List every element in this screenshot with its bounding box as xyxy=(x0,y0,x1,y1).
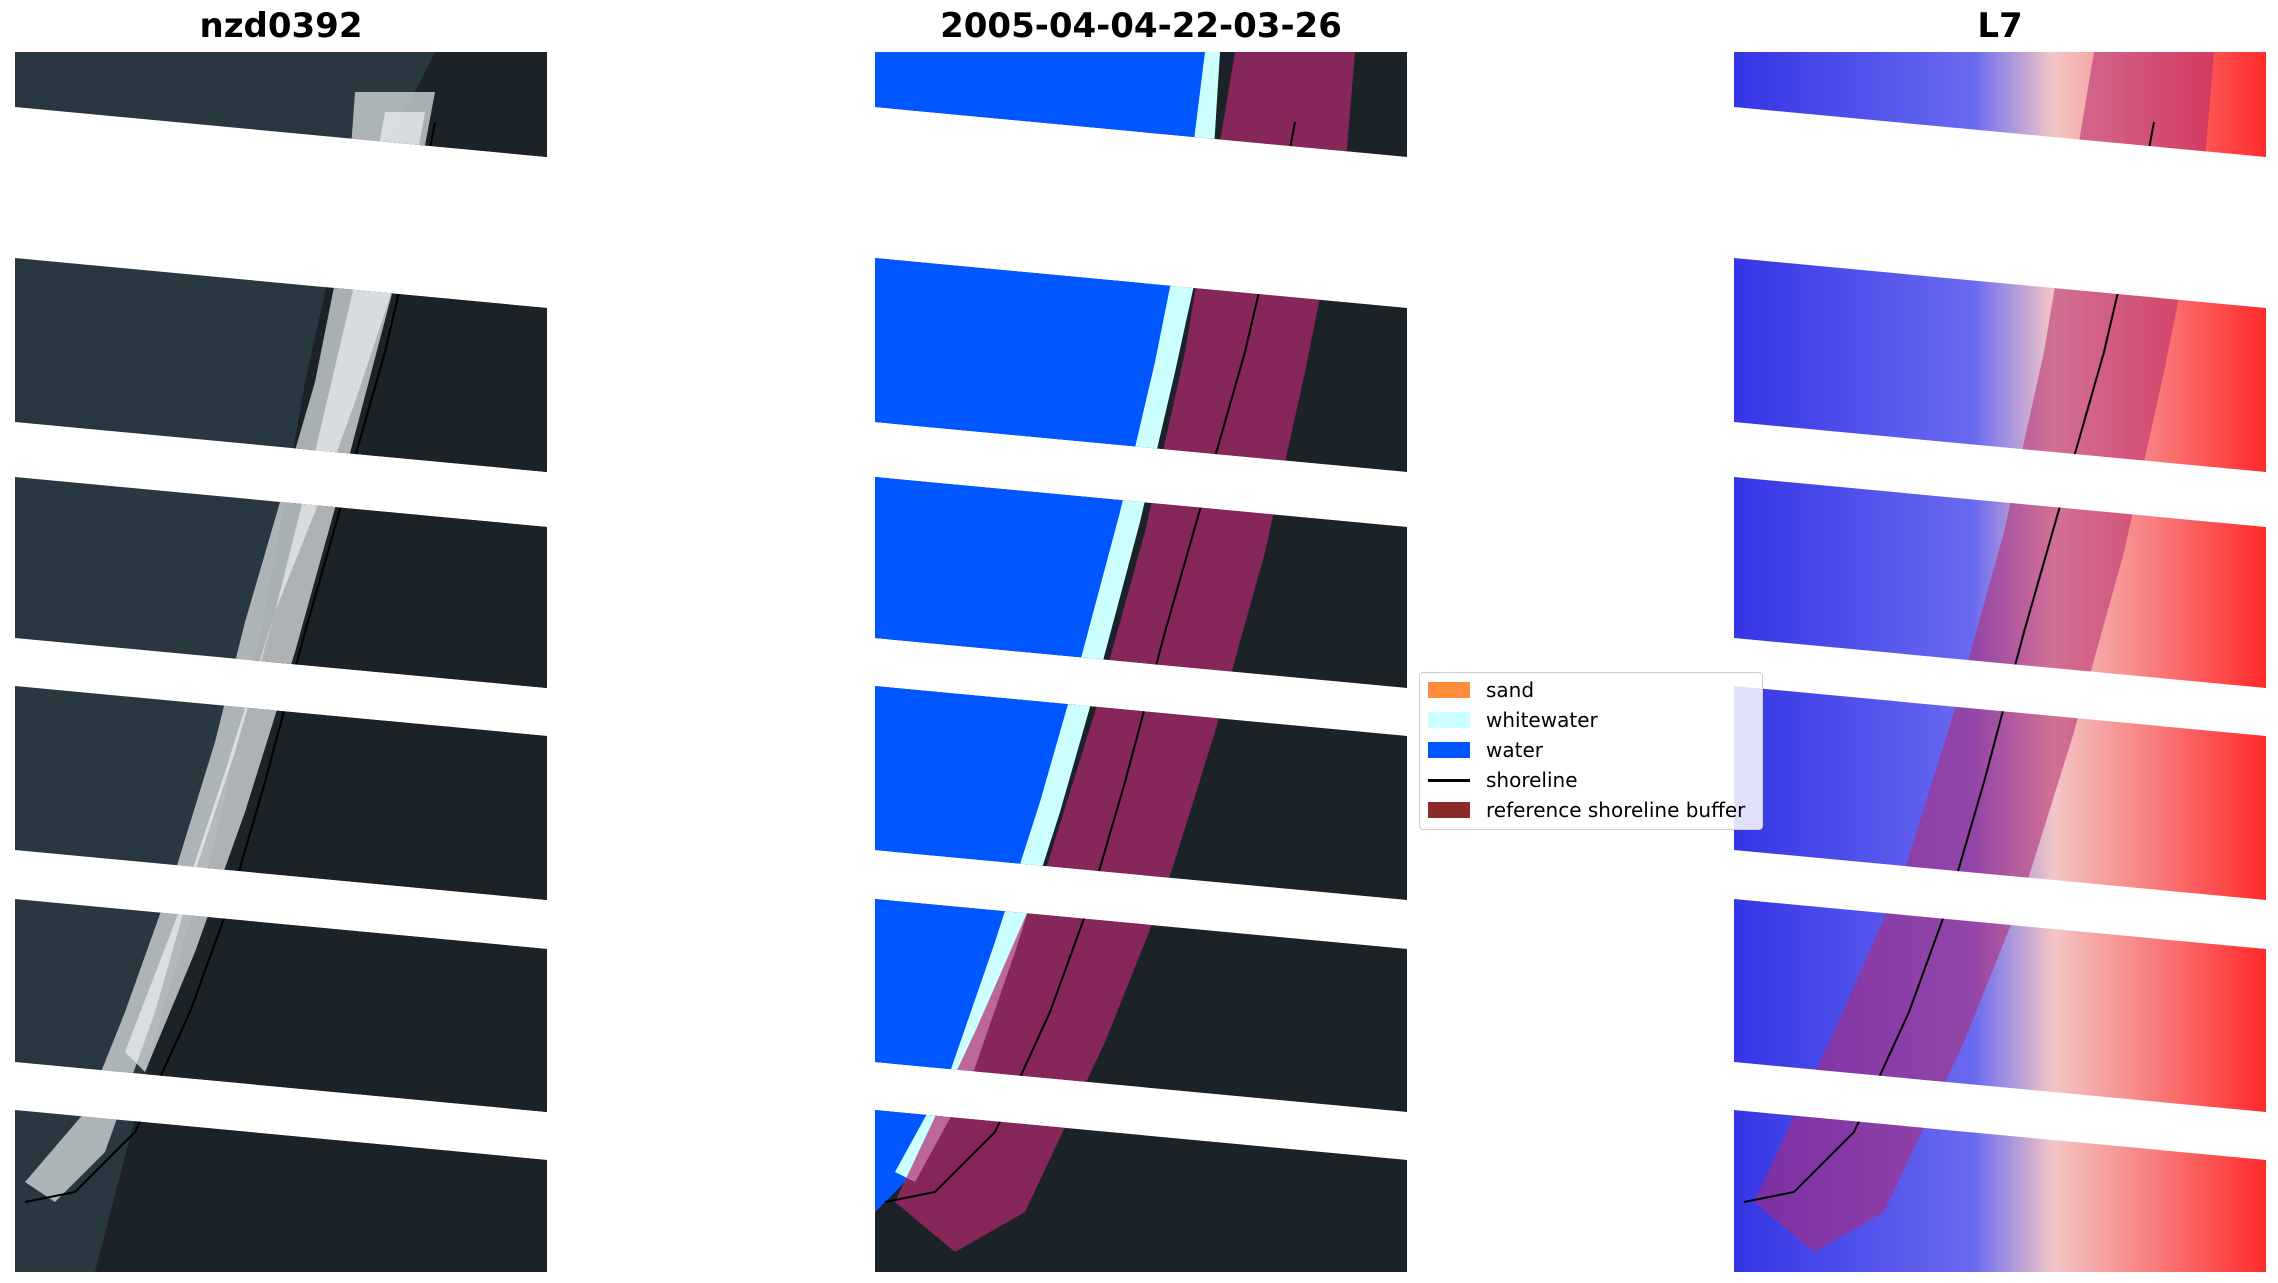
legend-label-sand: sand xyxy=(1486,678,1535,702)
legend-label-shoreline: shoreline xyxy=(1486,768,1578,792)
shoreline-swatch xyxy=(1428,778,1470,782)
legend: sand whitewater water shoreline referenc… xyxy=(1419,672,1763,830)
legend-item-water: water xyxy=(1428,737,1543,763)
rgb-image-panel xyxy=(15,52,547,1272)
legend-item-reference-buffer: reference shoreline buffer xyxy=(1428,797,1745,823)
legend-label-water: water xyxy=(1486,738,1543,762)
rgb-image xyxy=(15,52,547,1272)
index-image-panel xyxy=(1734,52,2266,1272)
legend-label-reference-buffer: reference shoreline buffer xyxy=(1486,798,1746,822)
legend-label-whitewater: whitewater xyxy=(1486,708,1598,732)
index-image xyxy=(1734,52,2266,1272)
water-swatch xyxy=(1428,742,1470,758)
legend-item-shoreline: shoreline xyxy=(1428,767,1578,793)
panel-title-rgb: nzd0392 xyxy=(199,6,363,46)
sand-swatch xyxy=(1428,682,1470,698)
reference-buffer-swatch xyxy=(1428,802,1470,818)
panel-title-classified: 2005-04-04-22-03-26 xyxy=(940,6,1342,46)
classified-image xyxy=(875,52,1407,1272)
classified-image-panel xyxy=(875,52,1407,1272)
legend-item-sand: sand xyxy=(1428,677,1534,703)
whitewater-swatch xyxy=(1428,712,1470,728)
legend-item-whitewater: whitewater xyxy=(1428,707,1598,733)
panel-title-index: L7 xyxy=(1977,6,2023,46)
